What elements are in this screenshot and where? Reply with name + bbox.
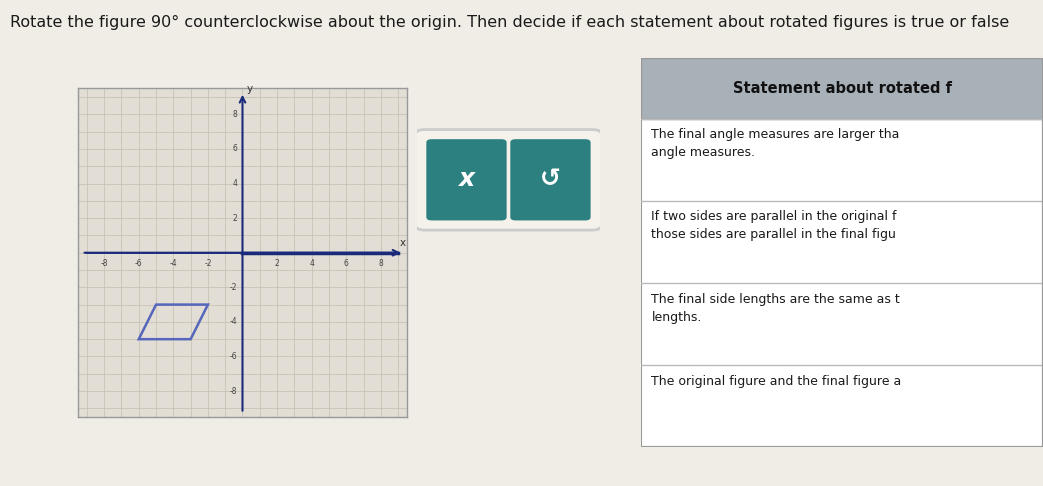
Text: The final side lengths are the same as t
lengths.: The final side lengths are the same as t… (652, 293, 900, 324)
Text: 8: 8 (379, 259, 383, 268)
Text: -4: -4 (170, 259, 177, 268)
Text: The original figure and the final figure a: The original figure and the final figure… (652, 375, 902, 388)
FancyBboxPatch shape (510, 139, 590, 221)
Text: x: x (399, 239, 406, 248)
Text: -2: -2 (229, 283, 238, 292)
FancyBboxPatch shape (641, 58, 1043, 447)
FancyBboxPatch shape (427, 139, 507, 221)
Text: -6: -6 (229, 352, 238, 361)
FancyBboxPatch shape (641, 58, 1043, 119)
Text: x: x (459, 167, 475, 191)
Text: 2: 2 (233, 214, 238, 223)
Text: 4: 4 (309, 259, 314, 268)
Text: 4: 4 (233, 179, 238, 188)
Text: The final angle measures are larger tha
angle measures.: The final angle measures are larger tha … (652, 128, 900, 159)
Text: y: y (247, 85, 253, 94)
Text: -4: -4 (229, 317, 238, 327)
Text: -6: -6 (135, 259, 143, 268)
Text: Statement about rotated f: Statement about rotated f (733, 81, 951, 96)
Text: 6: 6 (233, 144, 238, 154)
Text: 8: 8 (233, 110, 238, 119)
Text: If two sides are parallel in the original f
those sides are parallel in the fina: If two sides are parallel in the origina… (652, 210, 897, 242)
Text: -2: -2 (204, 259, 212, 268)
FancyBboxPatch shape (415, 130, 602, 230)
Text: 6: 6 (344, 259, 348, 268)
Text: -8: -8 (229, 386, 238, 396)
Text: ↺: ↺ (540, 167, 561, 191)
Text: Rotate the figure 90° counterclockwise about the origin. Then decide if each sta: Rotate the figure 90° counterclockwise a… (10, 15, 1010, 30)
Text: 2: 2 (274, 259, 280, 268)
Text: -8: -8 (100, 259, 107, 268)
